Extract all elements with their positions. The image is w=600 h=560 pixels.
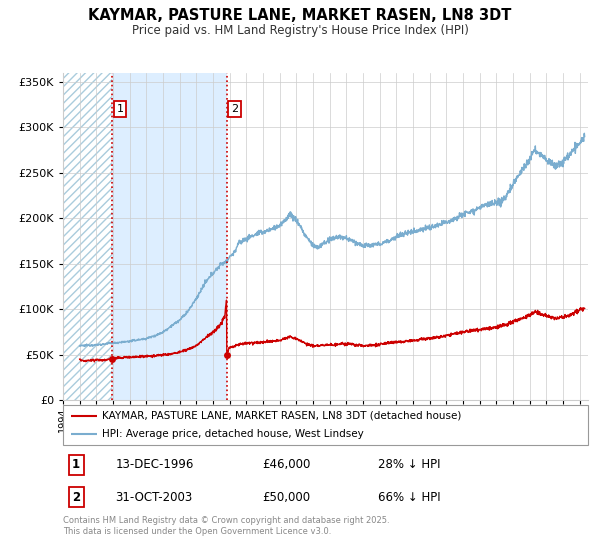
Text: Price paid vs. HM Land Registry's House Price Index (HPI): Price paid vs. HM Land Registry's House … <box>131 24 469 36</box>
Text: 31-OCT-2003: 31-OCT-2003 <box>115 491 193 504</box>
Text: 2: 2 <box>72 491 80 504</box>
FancyBboxPatch shape <box>63 405 588 445</box>
Text: HPI: Average price, detached house, West Lindsey: HPI: Average price, detached house, West… <box>103 430 364 439</box>
Text: KAYMAR, PASTURE LANE, MARKET RASEN, LN8 3DT: KAYMAR, PASTURE LANE, MARKET RASEN, LN8 … <box>88 8 512 24</box>
Bar <box>227 73 588 400</box>
Bar <box>63 73 112 400</box>
Text: £46,000: £46,000 <box>263 458 311 471</box>
Text: £50,000: £50,000 <box>263 491 311 504</box>
Text: 13-DEC-1996: 13-DEC-1996 <box>115 458 194 471</box>
Bar <box>63 73 112 400</box>
Text: 66% ↓ HPI: 66% ↓ HPI <box>378 491 440 504</box>
Text: 1: 1 <box>116 104 124 114</box>
Text: 2: 2 <box>231 104 238 114</box>
Bar <box>112 73 227 400</box>
Text: 28% ↓ HPI: 28% ↓ HPI <box>378 458 440 471</box>
Text: Contains HM Land Registry data © Crown copyright and database right 2025.
This d: Contains HM Land Registry data © Crown c… <box>63 516 389 536</box>
Text: KAYMAR, PASTURE LANE, MARKET RASEN, LN8 3DT (detached house): KAYMAR, PASTURE LANE, MARKET RASEN, LN8 … <box>103 411 462 421</box>
Text: 1: 1 <box>72 458 80 471</box>
